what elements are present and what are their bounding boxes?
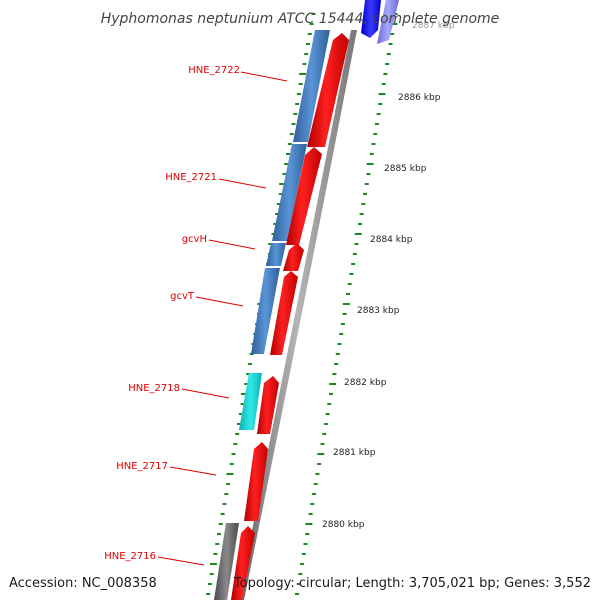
cds-reverse-hne-2722[interactable] (293, 30, 330, 142)
gene-label-gcvt[interactable]: gcvT (170, 291, 195, 302)
cds-reverse-gcvh[interactable] (266, 243, 286, 266)
gene-label-hne-2722[interactable]: HNE_2722 (188, 65, 240, 76)
scale-label-group: 2887 kbp 2886 kbp 2885 kbp 2884 kbp 2883… (322, 21, 455, 530)
scale-label-2883: 2883 kbp (357, 306, 400, 316)
outer-tick-track (295, 13, 398, 595)
leader-line-hne-2716 (157, 556, 205, 566)
cds-forward-hne-2721[interactable] (286, 147, 322, 245)
gene-label-hne-2721[interactable]: HNE_2721 (165, 172, 217, 183)
gene-label-hne-2718[interactable]: HNE_2718 (128, 383, 180, 394)
cds-top-lavender[interactable] (377, 0, 399, 44)
forward-strand-features (231, 33, 349, 600)
leader-line-hne-2718 (181, 388, 230, 399)
cds-forward-hne-2716[interactable] (231, 526, 255, 600)
scale-label-2880: 2880 kbp (322, 520, 365, 530)
cds-forward-hne-2717[interactable] (244, 442, 268, 521)
cds-reverse-hne-2721[interactable] (272, 144, 307, 241)
leader-line-hne-2721 (218, 178, 267, 189)
gene-label-hne-2716[interactable]: HNE_2716 (104, 551, 156, 562)
scale-label-2882: 2882 kbp (344, 378, 387, 388)
cds-reverse-hne-2718[interactable] (239, 373, 262, 430)
scale-label-2884: 2884 kbp (370, 235, 413, 245)
cds-top-blue[interactable] (361, 0, 381, 38)
topology-summary: Topology: circular; Length: 3,705,021 bp… (233, 576, 591, 591)
cds-reverse-gcvt[interactable] (251, 268, 280, 354)
cds-forward-hne-2722[interactable] (307, 33, 349, 147)
leader-line-gcvt (195, 296, 244, 307)
gene-label-group: HNE_2722 HNE_2721 gcvH gcvT HNE_2718 HNE… (104, 65, 288, 566)
cds-forward-gcvh[interactable] (283, 243, 304, 271)
scale-label-2881: 2881 kbp (333, 448, 376, 458)
sequence-backbone (238, 30, 357, 600)
genome-title: Hyphomonas neptunium ATCC 15444, complet… (101, 11, 500, 27)
gene-label-gcvh[interactable]: gcvH (182, 234, 207, 245)
reverse-strand-features (214, 0, 399, 600)
accession-label: Accession: NC_008358 (9, 576, 157, 591)
scale-label-2887: 2887 kbp (412, 21, 455, 31)
cds-forward-hne-2718[interactable] (257, 376, 279, 434)
scale-label-2885: 2885 kbp (384, 164, 427, 174)
cds-forward-gcvt[interactable] (270, 271, 298, 355)
leader-line-gcvh (208, 239, 256, 250)
scale-label-2886: 2886 kbp (398, 93, 441, 103)
leader-line-hne-2722 (240, 71, 288, 82)
leader-line-hne-2717 (169, 466, 217, 476)
gene-label-hne-2717[interactable]: HNE_2717 (116, 461, 168, 472)
cds-reverse-hne-2716[interactable] (214, 523, 239, 600)
